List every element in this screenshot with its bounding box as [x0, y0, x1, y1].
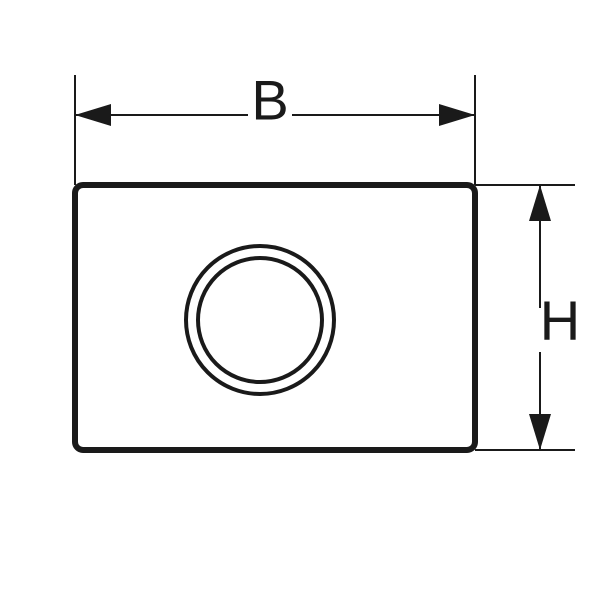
ring-inner	[198, 258, 322, 382]
dim-b-arrow-left	[75, 104, 111, 126]
dim-b-arrow-right	[439, 104, 475, 126]
dim-b-label: B	[251, 69, 288, 132]
ring-outer	[186, 246, 334, 394]
dim-h-arrow-top	[529, 185, 551, 221]
plate-outline	[75, 185, 475, 450]
dim-h-arrow-bottom	[529, 414, 551, 450]
dim-h-label: H	[540, 289, 580, 352]
